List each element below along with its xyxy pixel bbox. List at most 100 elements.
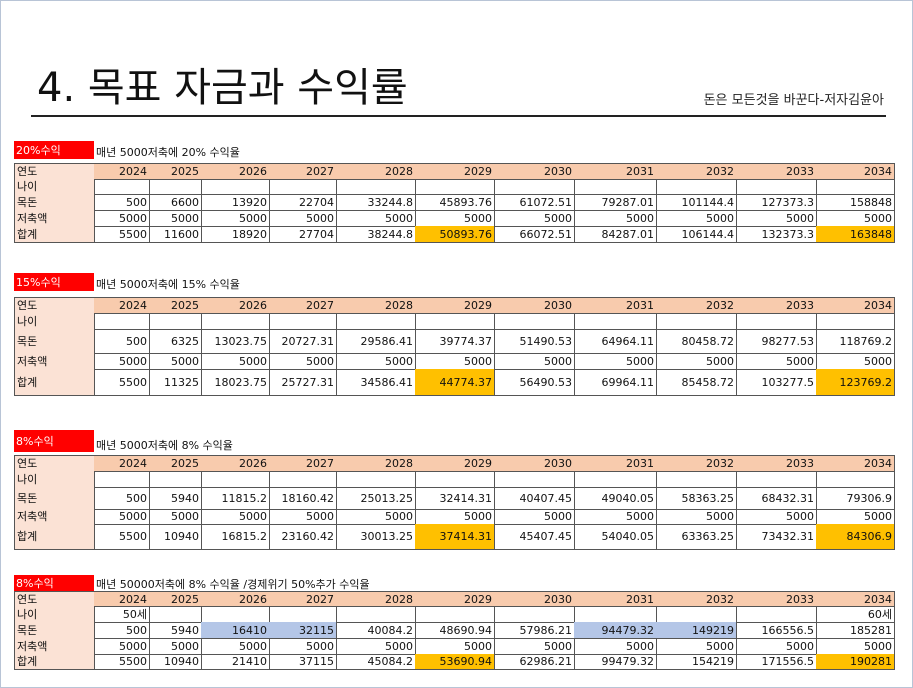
table-cell: 5000 [336, 509, 416, 525]
table-cell: 5000 [149, 210, 202, 227]
table-cell: 5000 [494, 638, 575, 655]
table-cell [149, 313, 202, 330]
table-cell [269, 606, 337, 623]
table-cell: 2025 [149, 591, 202, 607]
table-cell: 154219 [656, 654, 737, 670]
table-cell: 63363.25 [656, 524, 737, 550]
table-cell: 2027 [269, 163, 337, 180]
table-cell: 5000 [574, 638, 657, 655]
table-cell: 5000 [574, 210, 657, 227]
table-cell: 99479.32 [574, 654, 657, 670]
row-header: 목돈 [14, 622, 95, 639]
row-header: 합계 [14, 226, 95, 243]
table-cell: 5000 [336, 638, 416, 655]
row-header: 합계 [14, 369, 95, 396]
table-cell [269, 471, 337, 488]
table-cell [94, 179, 150, 195]
table-cell [415, 471, 495, 488]
table-cell: 11815.2 [201, 487, 270, 510]
table-cell: 2032 [656, 297, 737, 314]
row-header: 나이 [14, 313, 95, 330]
table-cell: 5000 [149, 353, 202, 370]
table-cell: 11600 [149, 226, 202, 243]
table-cell: 40407.45 [494, 487, 575, 510]
table-cell: 5500 [94, 524, 150, 550]
table-cell: 500 [94, 622, 150, 639]
table-cell: 51490.53 [494, 329, 575, 354]
table-cell: 44774.37 [415, 369, 495, 396]
table-cell: 2024 [94, 163, 150, 180]
table-cell: 5000 [816, 638, 895, 655]
table-cell: 22704 [269, 194, 337, 211]
table-cell: 16410 [201, 622, 270, 639]
table-cell: 5000 [574, 353, 657, 370]
table-cell: 5000 [415, 353, 495, 370]
table-cell: 166556.5 [736, 622, 817, 639]
table-cell: 2027 [269, 297, 337, 314]
table-cell [336, 179, 416, 195]
row-header: 나이 [14, 179, 95, 195]
table-cell [736, 313, 817, 330]
table-cell: 61072.51 [494, 194, 575, 211]
row-header: 연도 [14, 163, 95, 180]
table-cell: 5000 [336, 210, 416, 227]
table-cell: 69964.11 [574, 369, 657, 396]
table-cell [94, 471, 150, 488]
table-cell: 5000 [336, 353, 416, 370]
table-cell: 101144.4 [656, 194, 737, 211]
table-cell: 64964.11 [574, 329, 657, 354]
table-cell: 20727.31 [269, 329, 337, 354]
table-cell: 2034 [816, 297, 895, 314]
table-cell: 18023.75 [201, 369, 270, 396]
table-cell: 2030 [494, 163, 575, 180]
table-cell: 94479.32 [574, 622, 657, 639]
table-cell: 2029 [415, 163, 495, 180]
table-cell: 66072.51 [494, 226, 575, 243]
table-cell: 2031 [574, 591, 657, 607]
table-cell: 37414.31 [415, 524, 495, 550]
table-cell [574, 606, 657, 623]
table-cell: 185281 [816, 622, 895, 639]
table-cell: 5000 [415, 210, 495, 227]
table-cell [656, 606, 737, 623]
rate-label: 8%수익 [14, 430, 94, 452]
table-cell [201, 471, 270, 488]
table-cell: 5000 [656, 638, 737, 655]
table-cell: 29586.41 [336, 329, 416, 354]
table-cell: 2028 [336, 297, 416, 314]
row-header: 저축액 [14, 509, 95, 525]
table-cell: 5940 [149, 487, 202, 510]
table-cell [574, 471, 657, 488]
table-cell: 2029 [415, 591, 495, 607]
table-cell [269, 179, 337, 195]
table-cell: 5000 [656, 509, 737, 525]
table-cell [415, 606, 495, 623]
table-cell [816, 179, 895, 195]
table-cell [816, 471, 895, 488]
table-cell [574, 313, 657, 330]
title: 4. 목표 자금과 수익률 [37, 65, 408, 111]
table-cell [269, 313, 337, 330]
table-cell: 30013.25 [336, 524, 416, 550]
table-cell: 171556.5 [736, 654, 817, 670]
table-cell: 49040.05 [574, 487, 657, 510]
table-cell: 5000 [494, 210, 575, 227]
table-cell [816, 313, 895, 330]
table-cell: 6600 [149, 194, 202, 211]
table-description: 매년 5000저축에 15% 수익율 [96, 278, 240, 291]
table-cell [736, 471, 817, 488]
table-cell: 2025 [149, 163, 202, 180]
table-cell: 127373.3 [736, 194, 817, 211]
table-cell: 5000 [94, 210, 150, 227]
table-cell: 2034 [816, 455, 895, 472]
table-cell: 2032 [656, 455, 737, 472]
table-cell: 33244.8 [336, 194, 416, 211]
table-cell: 5000 [816, 210, 895, 227]
table-cell: 73432.31 [736, 524, 817, 550]
table-cell: 5000 [736, 210, 817, 227]
table-cell: 57986.21 [494, 622, 575, 639]
table-cell [494, 471, 575, 488]
row-header: 저축액 [14, 638, 95, 655]
table-cell: 5000 [269, 509, 337, 525]
